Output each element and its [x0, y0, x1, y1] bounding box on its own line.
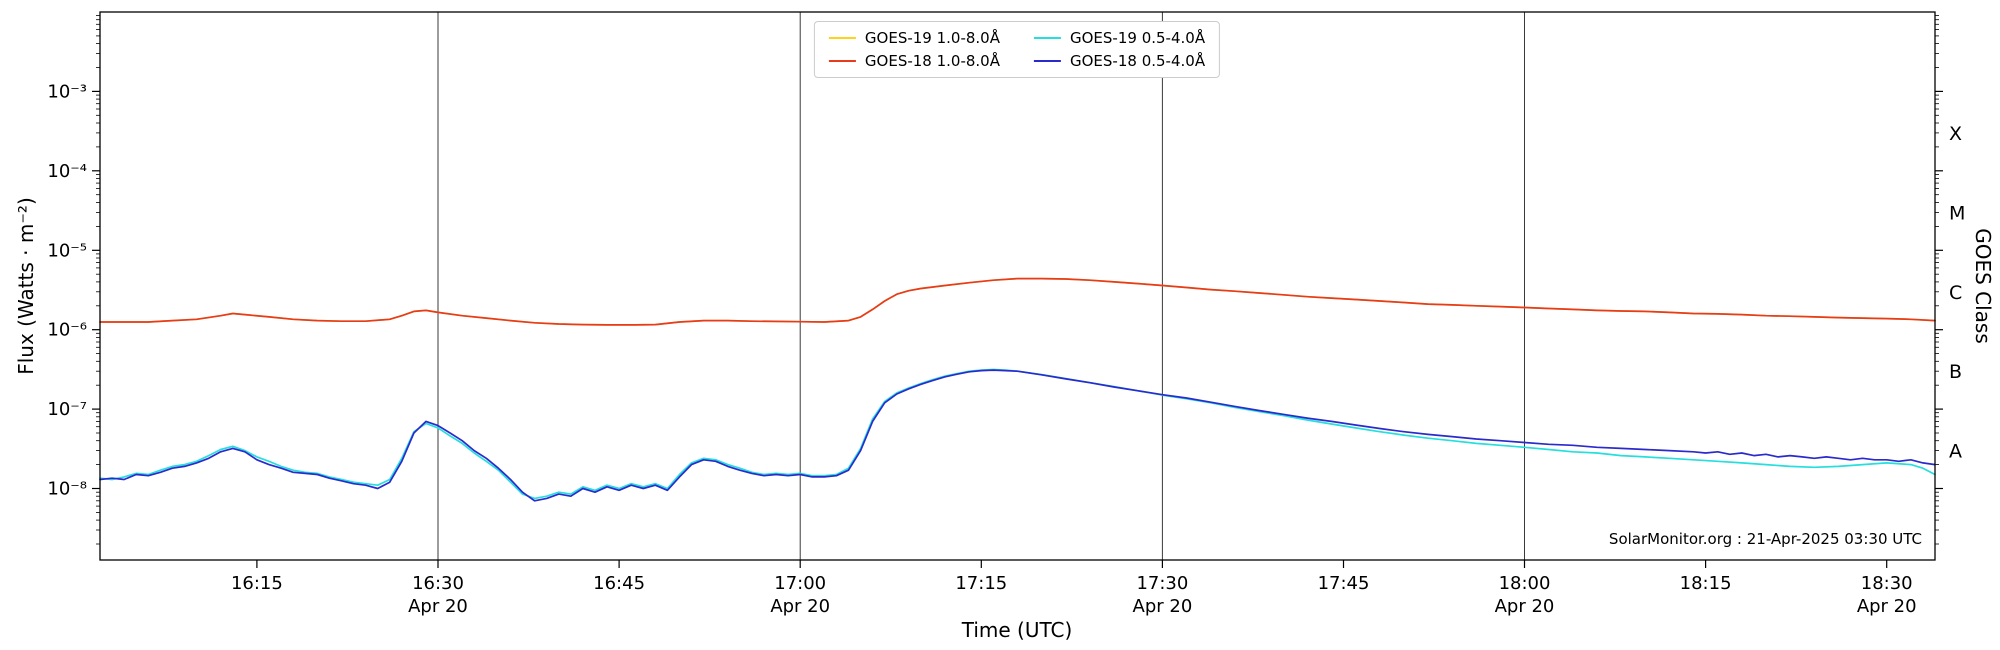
legend-line-goes18-long: [828, 60, 856, 62]
y-axis-ticks: [92, 15, 1943, 545]
solarmonitor-credit: SolarMonitor.org : 21-Apr-2025 03:30 UTC: [1608, 530, 1922, 548]
svg-text:10⁻⁷: 10⁻⁷: [47, 399, 87, 420]
legend-item-goes18-long: GOES-18 1.0-8.0Å: [828, 52, 1000, 70]
chart-legend: GOES-19 1.0-8.0Å GOES-19 0.5-4.0Å GOES-1…: [813, 21, 1221, 78]
legend-label-goes18-short: GOES-18 0.5-4.0Å: [1070, 52, 1206, 70]
legend-label-goes18-long: GOES-18 1.0-8.0Å: [864, 52, 1000, 70]
goes-class-labels: X M C B A: [1949, 123, 1965, 463]
svg-text:Apr 20: Apr 20: [1495, 596, 1555, 617]
svg-text:10⁻⁶: 10⁻⁶: [47, 320, 87, 341]
series-line-3: [99, 369, 1936, 502]
x-axis-label: Time (UTC): [961, 618, 1073, 642]
svg-text:B: B: [1949, 361, 1962, 383]
x-axis-tick-labels: 16:15 16:30 16:45 17:00 17:15 17:30 17:45 18:00…: [231, 573, 1917, 617]
svg-text:A: A: [1949, 441, 1962, 463]
svg-text:Apr 20: Apr 20: [770, 596, 830, 617]
svg-text:16:30: 16:30: [412, 573, 464, 594]
legend-label-goes19-short: GOES-19 0.5-4.0Å: [1070, 29, 1206, 47]
legend-item-goes19-long: GOES-19 1.0-8.0Å: [828, 29, 1000, 47]
svg-text:17:45: 17:45: [1318, 573, 1370, 594]
legend-line-goes18-short: [1034, 60, 1061, 62]
series-line-0: [99, 277, 1936, 326]
y-axis-label: Flux (Watts · m⁻²): [14, 197, 38, 375]
legend-line-goes19-long: [828, 37, 856, 39]
svg-text:18:00: 18:00: [1499, 573, 1551, 594]
svg-text:10⁻³: 10⁻³: [47, 81, 87, 102]
svg-text:18:15: 18:15: [1680, 573, 1732, 594]
svg-text:C: C: [1949, 282, 1962, 304]
series-lines: [99, 277, 1936, 502]
svg-text:X: X: [1949, 123, 1962, 145]
svg-text:18:30: 18:30: [1861, 573, 1913, 594]
y-axis-tick-labels: 10⁻³ 10⁻⁴ 10⁻⁵ 10⁻⁶ 10⁻⁷ 10⁻⁸: [47, 81, 87, 499]
svg-text:10⁻⁵: 10⁻⁵: [47, 240, 87, 261]
svg-text:16:15: 16:15: [231, 573, 283, 594]
svg-text:10⁻⁴: 10⁻⁴: [47, 161, 87, 182]
gridlines: [437, 12, 1525, 560]
x-axis-ticks: [256, 560, 1888, 568]
svg-text:17:15: 17:15: [955, 573, 1007, 594]
svg-text:17:30: 17:30: [1136, 573, 1188, 594]
svg-text:10⁻⁸: 10⁻⁸: [47, 479, 87, 500]
series-line-1: [99, 277, 1936, 326]
legend-label-goes19-long: GOES-19 1.0-8.0Å: [864, 29, 1000, 47]
legend-line-goes19-short: [1034, 37, 1061, 39]
svg-text:M: M: [1949, 202, 1965, 224]
legend-item-goes18-short: GOES-18 0.5-4.0Å: [1034, 52, 1205, 70]
right-axis-label: GOES Class: [1971, 228, 1995, 344]
legend-item-goes19-short: GOES-19 0.5-4.0Å: [1034, 29, 1205, 47]
svg-text:Apr 20: Apr 20: [408, 596, 468, 617]
svg-text:17:00: 17:00: [774, 573, 826, 594]
svg-text:Apr 20: Apr 20: [1857, 596, 1917, 617]
svg-text:Apr 20: Apr 20: [1133, 596, 1193, 617]
plot-border: [99, 11, 1936, 561]
series-line-2: [99, 368, 1936, 500]
svg-text:16:45: 16:45: [593, 573, 645, 594]
